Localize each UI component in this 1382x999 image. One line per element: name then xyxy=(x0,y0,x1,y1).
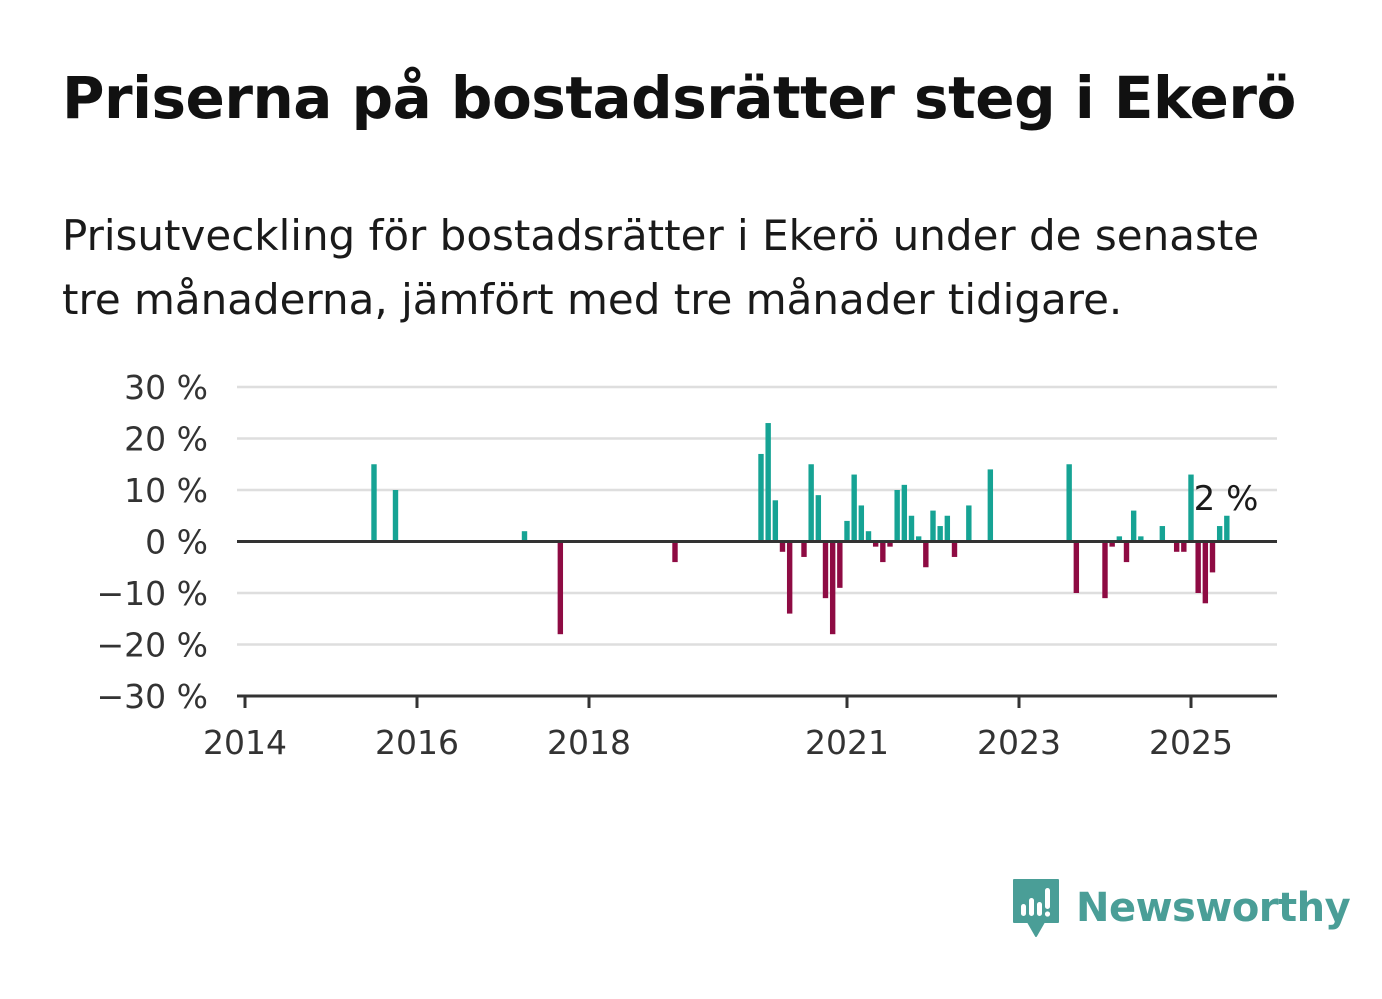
bar xyxy=(786,541,793,614)
bar xyxy=(1188,474,1194,542)
x-tick-label: 2023 xyxy=(977,723,1061,762)
x-tick-label: 2014 xyxy=(203,723,287,762)
y-tick-label: −10 % xyxy=(97,574,209,613)
bar xyxy=(829,541,836,635)
chart-subtitle: Prisutveckling för bostadsrätter i Ekerö… xyxy=(62,211,1260,324)
bar xyxy=(901,484,908,542)
bar xyxy=(987,469,994,542)
bar xyxy=(371,464,377,542)
bar xyxy=(672,541,678,563)
bar xyxy=(1138,536,1144,542)
bar xyxy=(1116,536,1123,542)
y-tick-label: 30 % xyxy=(124,368,208,407)
bar xyxy=(1066,464,1072,542)
bar xyxy=(872,541,879,547)
bar xyxy=(894,490,900,542)
bar xyxy=(815,495,822,542)
bar xyxy=(1109,541,1115,547)
bar xyxy=(951,541,958,557)
bar xyxy=(1159,526,1166,542)
bar xyxy=(801,541,807,557)
y-axis-labels: 30 % 20 % 10 % 0 % −10 % −20 % −30 % xyxy=(97,368,209,716)
bar xyxy=(858,505,865,542)
bar xyxy=(1216,526,1223,542)
bar xyxy=(1181,541,1187,552)
bar xyxy=(880,541,886,563)
bar xyxy=(1209,541,1216,573)
y-tick-label: 20 % xyxy=(124,420,208,459)
bar xyxy=(851,474,857,542)
bar xyxy=(779,541,786,552)
bar xyxy=(923,541,929,568)
bar xyxy=(1224,515,1230,542)
bar xyxy=(557,541,564,635)
bar xyxy=(966,505,972,542)
newsworthy-logo-icon xyxy=(1013,879,1059,937)
brand-name: Newsworthy xyxy=(1076,885,1351,931)
bars xyxy=(371,423,1230,635)
bar xyxy=(1123,541,1130,563)
bar xyxy=(808,464,814,542)
bar xyxy=(887,541,893,547)
y-tick-label: 0 % xyxy=(145,523,208,562)
bar xyxy=(822,541,829,599)
bar xyxy=(1130,510,1137,542)
x-tick-label: 2021 xyxy=(805,723,889,762)
bar xyxy=(1202,541,1209,604)
last-value-label: 2 % xyxy=(1194,479,1259,519)
x-tick-label: 2018 xyxy=(547,723,631,762)
bar xyxy=(837,541,843,588)
bar xyxy=(915,536,922,542)
bar xyxy=(944,515,951,542)
bar xyxy=(865,531,872,542)
y-tick-label: −20 % xyxy=(97,626,209,665)
bar xyxy=(937,526,943,542)
bar xyxy=(1102,541,1108,599)
bar xyxy=(521,531,528,542)
brand-logo: Newsworthy xyxy=(1010,876,1351,940)
bar xyxy=(930,510,936,542)
x-axis xyxy=(237,540,1277,708)
bar xyxy=(758,453,764,542)
bar xyxy=(392,490,399,542)
bar xyxy=(1073,541,1080,593)
bar xyxy=(844,520,850,542)
bar xyxy=(1173,541,1180,552)
x-tick-label: 2016 xyxy=(375,723,459,762)
y-tick-label: 10 % xyxy=(124,471,208,510)
bar xyxy=(765,423,771,542)
y-tick-label: −30 % xyxy=(97,677,209,716)
bar xyxy=(772,500,779,542)
x-tick-label: 2025 xyxy=(1149,723,1233,762)
x-axis-labels: 2014 2016 2018 2021 2023 2025 xyxy=(203,723,1233,762)
bar xyxy=(1195,541,1201,593)
bar xyxy=(908,515,915,542)
chart-title: Priserna på bostadsrätter steg i Ekerö xyxy=(62,64,1296,132)
